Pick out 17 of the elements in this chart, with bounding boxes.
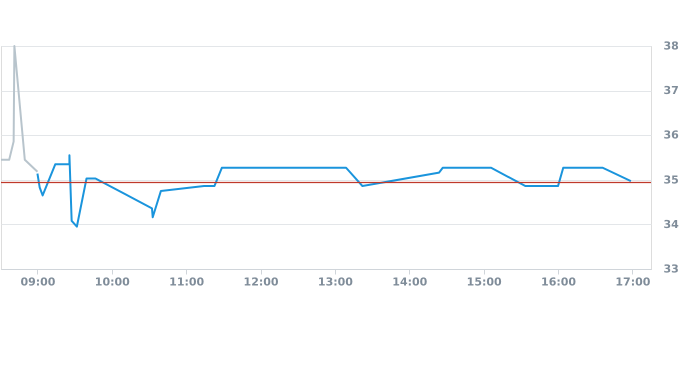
- x-tick-label: 12:00: [244, 276, 279, 288]
- x-tick-label: 11:00: [169, 276, 205, 288]
- x-tick-label: 15:00: [466, 276, 502, 288]
- x-tick-label: 10:00: [94, 276, 130, 288]
- x-tick-label: 14:00: [392, 276, 428, 288]
- x-tick-label: 09:00: [20, 276, 56, 288]
- y-tick-label: 36: [664, 128, 680, 142]
- y-tick-label: 33: [664, 262, 679, 276]
- x-tick-label: 13:00: [318, 276, 354, 288]
- x-tick-label: 16:00: [541, 276, 576, 288]
- line-series: [0, 45, 38, 173]
- y-tick-label: 38: [664, 40, 679, 52]
- line-series: [36, 154, 632, 228]
- x-tick-label: 17:00: [615, 276, 651, 288]
- y-tick-label: 34: [664, 218, 680, 231]
- y-tick-label: 35: [664, 173, 679, 186]
- y-tick-label: 37: [664, 84, 679, 98]
